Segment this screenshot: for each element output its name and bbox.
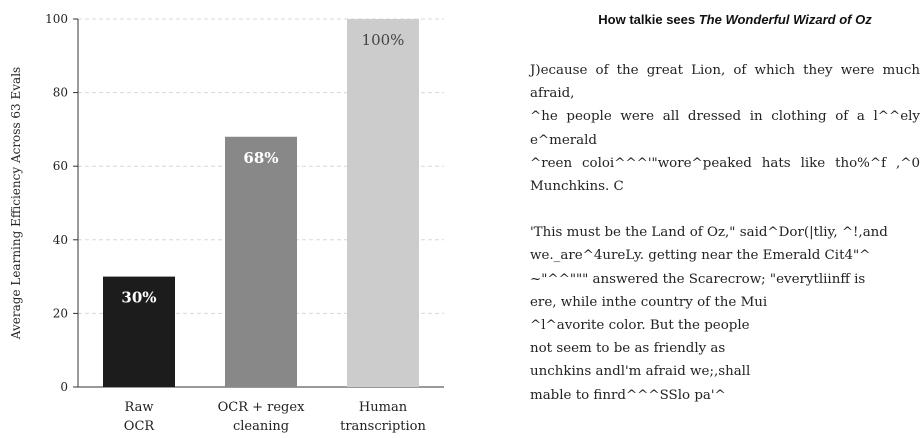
bar-value-label: 100% xyxy=(362,31,405,49)
y-tick-label: 100 xyxy=(45,12,68,26)
ocr-line: ere, while inthe country of the Mui xyxy=(530,294,768,310)
y-tick-label: 60 xyxy=(53,159,68,173)
bars xyxy=(103,19,419,387)
ocr-line: ^reen coloi^^^'"wore^peaked hats like th… xyxy=(530,155,920,171)
x-tick-label: Human xyxy=(359,400,408,415)
y-axis: 0 20 40 60 80 100 xyxy=(45,12,444,394)
ocr-line: ^he people were all dressed in clothing … xyxy=(530,109,920,125)
ocr-line: 'This must be the Land of Oz," said^Dor(… xyxy=(530,225,888,241)
y-tick-label: 20 xyxy=(53,306,68,320)
bar xyxy=(347,19,419,387)
y-tick-label: 40 xyxy=(53,233,68,247)
x-tick-label: OCR xyxy=(124,419,156,434)
panel-title-book: The Wonderful Wizard of Oz xyxy=(698,12,872,27)
bar-value-label: 30% xyxy=(121,289,156,307)
ocr-line: ^l^avorite color. But the people xyxy=(530,318,750,334)
ocr-line: mable to finrd^^^SSlo pa'^ xyxy=(530,387,726,403)
x-tick-label: cleaning xyxy=(233,419,289,434)
bar-chart: 0 20 40 60 80 100 30% 68% 100% Raw OCR OCR + rege… xyxy=(9,12,444,434)
ocr-paragraph-2: 'This must be the Land of Oz," said^Dor(… xyxy=(530,221,920,407)
ocr-line: ~"^^""" answered the Scarecrow; "everytl… xyxy=(530,271,866,287)
x-axis-labels: Raw OCR OCR + regex cleaning Human transcript… xyxy=(124,400,427,434)
ocr-line: we._are^4ureLy. getting near the Emerald… xyxy=(530,248,871,264)
x-tick-label: transcription xyxy=(340,419,426,434)
bar-value-labels: 30% 68% 100% xyxy=(121,31,404,307)
ocr-line: J)ecause of the great Lion, of which the… xyxy=(530,63,920,78)
y-tick-label: 80 xyxy=(53,86,68,100)
ocr-line: unchkins andl'm afraid we;,shall xyxy=(530,364,751,380)
ocr-line: e^merald xyxy=(530,132,598,148)
ocr-paragraph-1: J)ecause of the great Lion, of which the… xyxy=(530,59,920,198)
y-axis-label: Average Learning Efficiency Across 63 Ev… xyxy=(9,67,23,340)
panel-title: How talkie sees The Wonderful Wizard of … xyxy=(530,12,920,27)
x-tick-label: Raw xyxy=(125,400,154,415)
bar xyxy=(103,276,175,387)
bar xyxy=(225,136,297,387)
bar-value-label: 68% xyxy=(243,149,278,167)
y-tick-label: 0 xyxy=(60,380,68,394)
panel-title-prefix: How talkie sees xyxy=(598,12,699,27)
ocr-line: not seem to be as friendly as xyxy=(530,341,726,357)
ocr-line: afraid, xyxy=(530,86,575,102)
ocr-text-panel: How talkie sees The Wonderful Wizard of … xyxy=(530,12,920,407)
ocr-line: Munchkins. C xyxy=(530,179,624,195)
x-tick-label: OCR + regex xyxy=(218,400,305,415)
